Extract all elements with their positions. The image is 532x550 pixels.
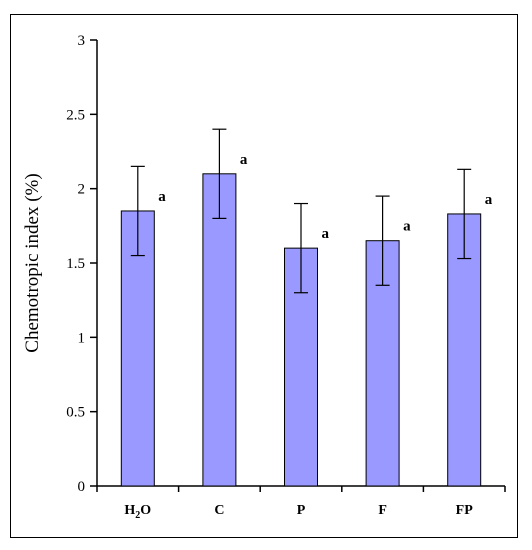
x-tick-label: FP xyxy=(456,503,474,518)
significance-label: a xyxy=(403,219,411,235)
y-tick-label: 2 xyxy=(78,182,86,198)
chart-frame xyxy=(10,14,518,538)
y-axis: 0 0.5 1 1.5 2 2.5 3 xyxy=(66,33,98,495)
significance-label: a xyxy=(240,152,248,168)
significance-label: a xyxy=(485,192,493,208)
bar xyxy=(202,173,237,487)
y-tick-label: 0.5 xyxy=(66,405,85,421)
significance-label: a xyxy=(158,189,166,205)
significance-label: a xyxy=(322,226,330,242)
x-axis: H2O C P F FP xyxy=(96,485,506,521)
significance-labels: a a a a a xyxy=(158,152,492,242)
error-bars xyxy=(130,128,472,294)
x-tick-label: H2O xyxy=(124,503,151,521)
bar xyxy=(447,213,482,487)
y-tick-label: 1 xyxy=(78,330,86,346)
y-tick-label: 0 xyxy=(78,479,86,495)
x-tick-label: C xyxy=(214,503,224,518)
y-tick-label: 3 xyxy=(78,33,86,49)
y-tick-label: 2.5 xyxy=(66,107,85,123)
y-axis-title: Chemotropic index (%) xyxy=(22,173,43,352)
x-tick-label: P xyxy=(297,503,306,518)
y-tick-label: 1.5 xyxy=(66,256,85,272)
x-tick-label: F xyxy=(378,503,387,518)
